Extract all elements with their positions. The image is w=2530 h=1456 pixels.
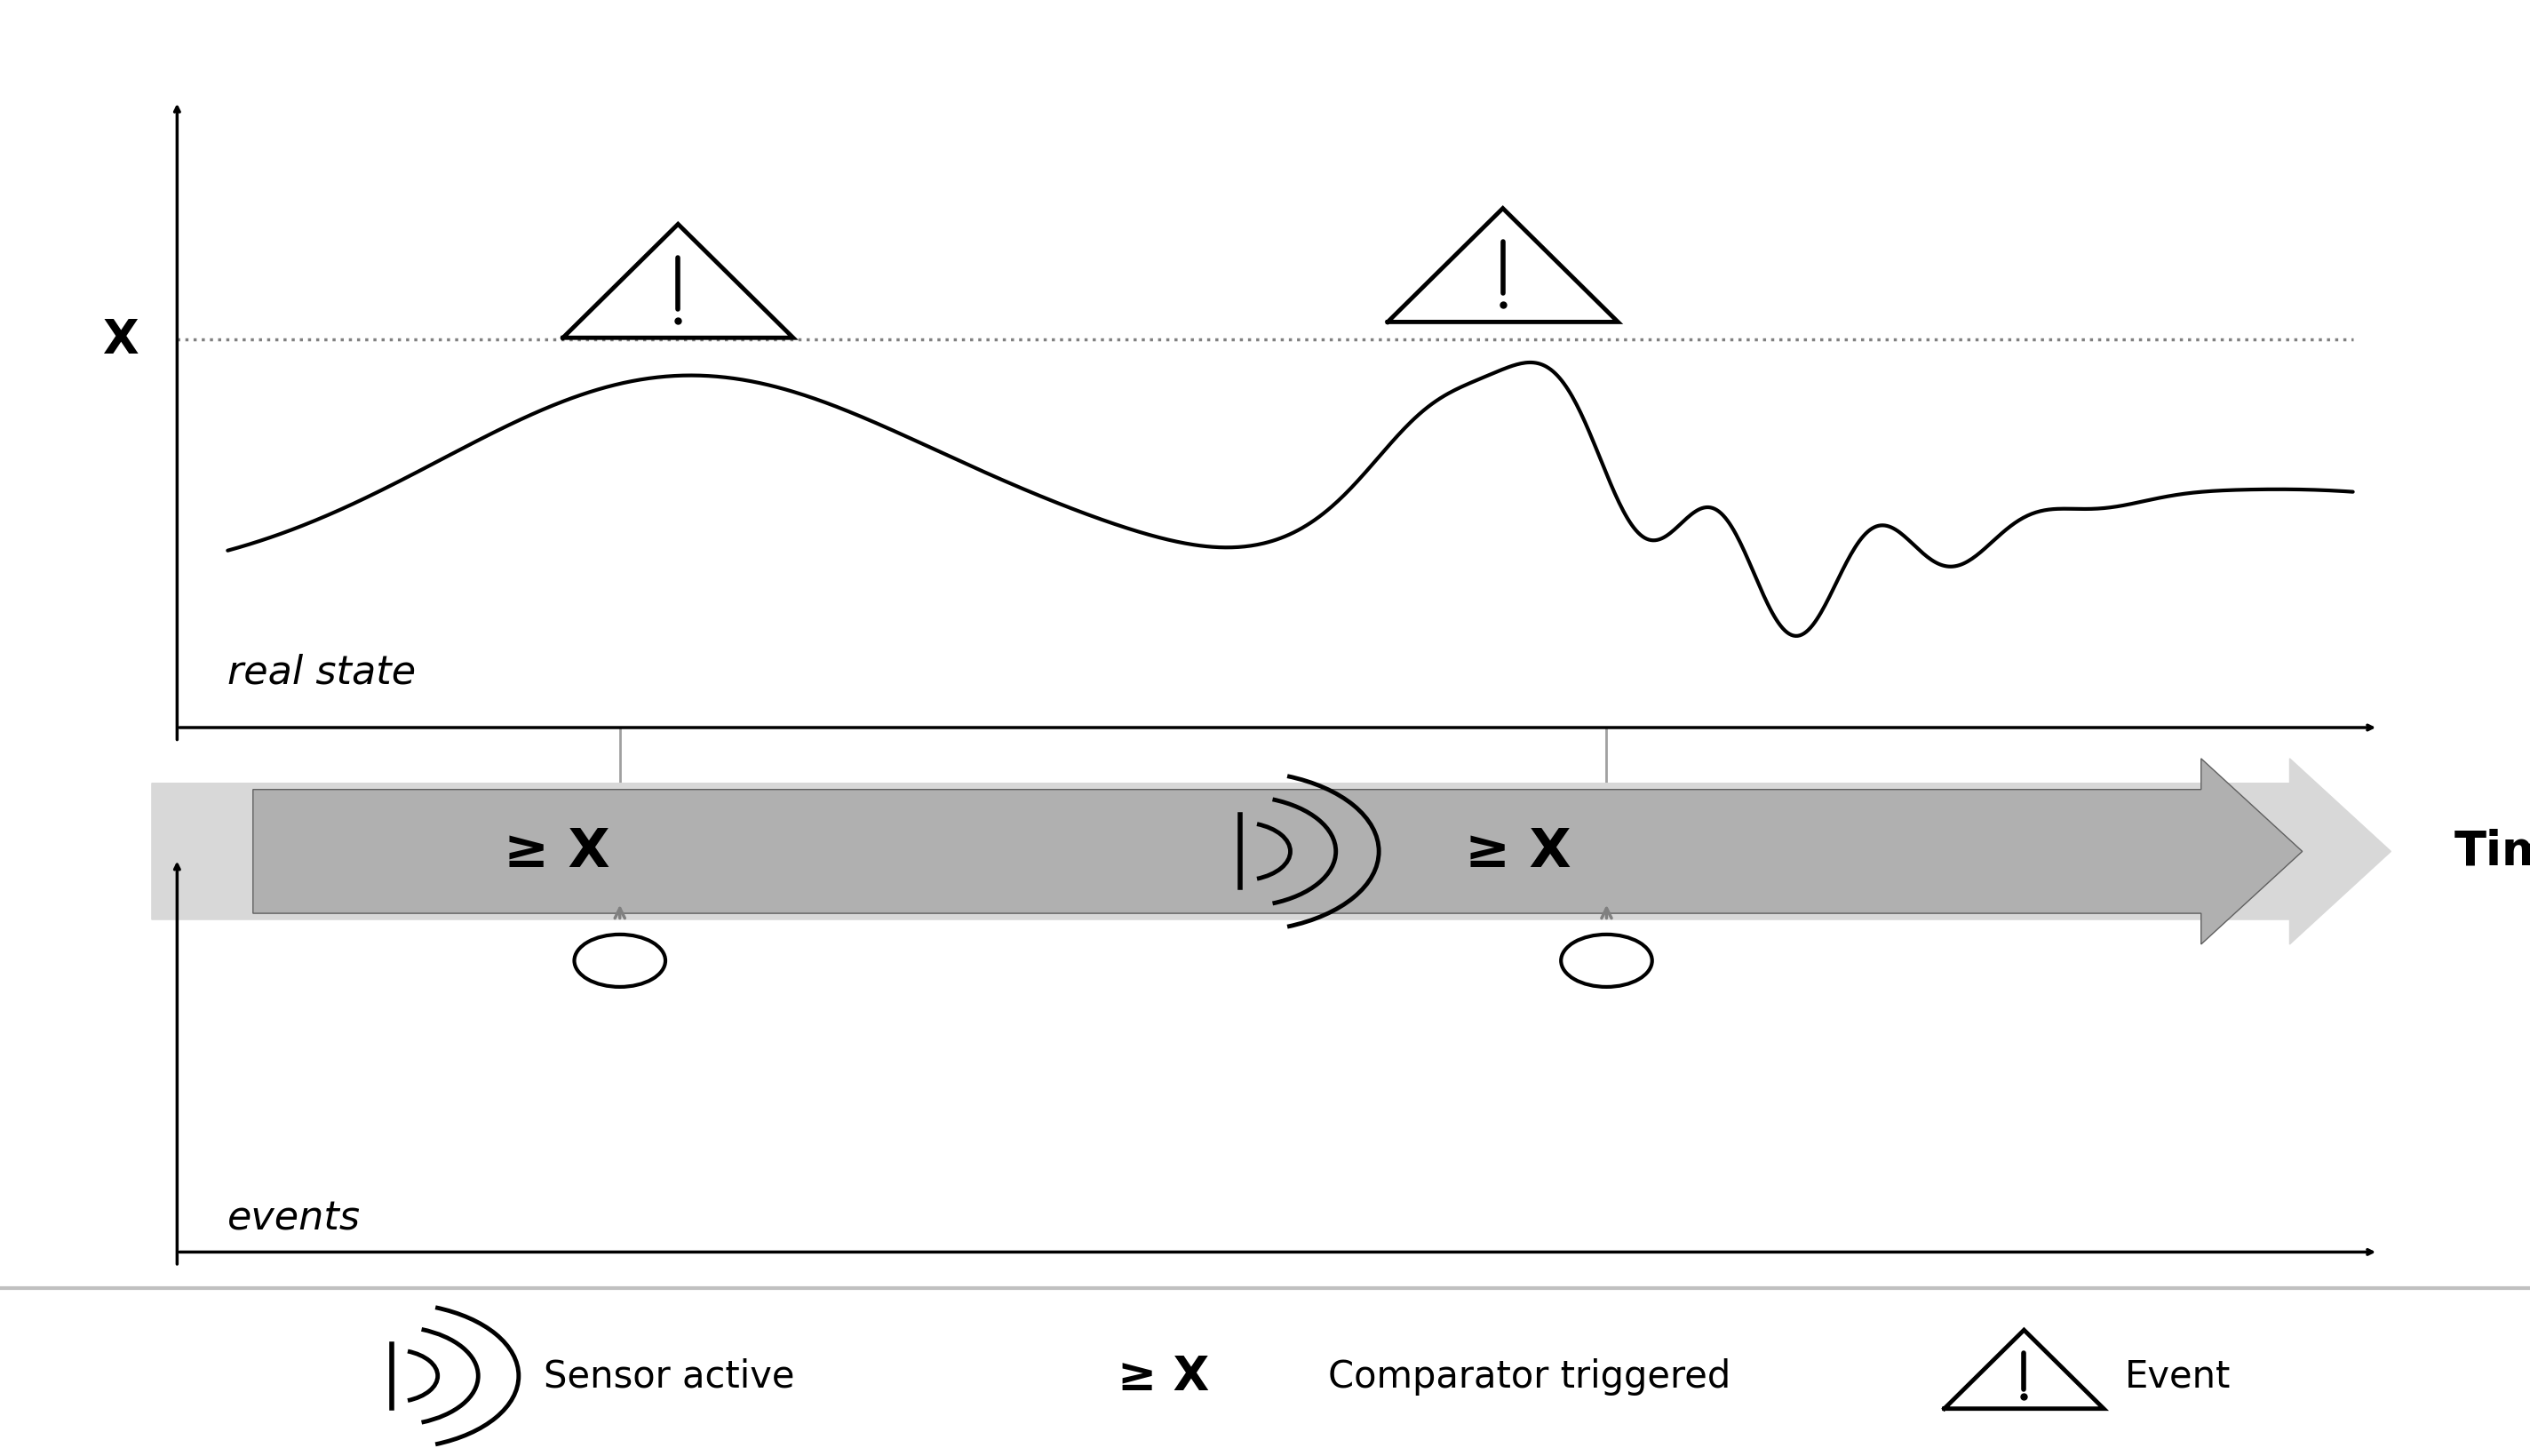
Text: Event: Event: [2125, 1357, 2231, 1395]
Circle shape: [574, 935, 665, 987]
Polygon shape: [564, 224, 794, 338]
Text: Sensor active: Sensor active: [544, 1357, 794, 1395]
Text: ≥ X: ≥ X: [1118, 1353, 1209, 1399]
Text: events: events: [228, 1200, 362, 1238]
FancyArrow shape: [253, 759, 2302, 945]
Text: ≥ X: ≥ X: [503, 826, 610, 878]
Text: real state: real state: [228, 654, 415, 692]
Circle shape: [1561, 935, 1652, 987]
Text: Time: Time: [2454, 828, 2530, 875]
FancyArrow shape: [152, 759, 2391, 945]
Text: Comparator triggered: Comparator triggered: [1328, 1357, 1731, 1395]
Polygon shape: [1943, 1331, 2105, 1409]
Text: X: X: [104, 317, 139, 363]
Polygon shape: [1386, 210, 1619, 323]
Text: ≥ X: ≥ X: [1465, 826, 1571, 878]
